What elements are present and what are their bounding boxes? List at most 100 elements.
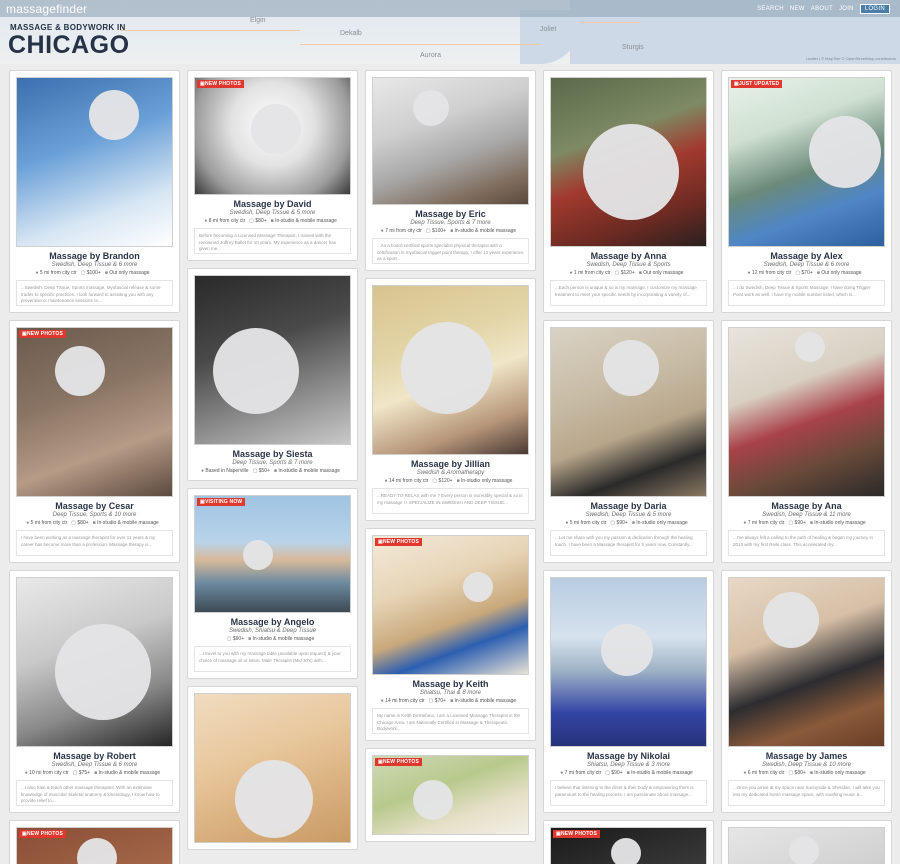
map-attribution[interactable]: Leaflet | © MapTiler © OpenStreetMap con… [805,56,896,61]
therapist-photo[interactable] [16,577,173,747]
therapist-photo[interactable] [16,77,173,247]
therapist-photo[interactable] [550,77,707,247]
service-type: In-studio only massage [636,520,688,526]
therapist-name[interactable]: Massage by Daria [590,501,667,511]
therapist-photo[interactable]: NEW PHOTOS [16,827,173,864]
nav-search[interactable]: SEARCH [757,6,784,12]
therapist-photo[interactable] [372,77,529,205]
service-type: Out only massage [109,270,150,276]
service-type: In-studio & mobile massage [454,698,517,704]
service-type: In-studio & mobile massage [631,770,693,776]
therapist-photo[interactable] [550,327,707,497]
listing-column-1: Massage by Brandon Swedish, Deep Tissue &… [9,70,180,864]
table-icon: ■ [638,270,644,276]
listing-card[interactable]: Massage by Nikolai Shiatsu, Deep Tissue &… [543,570,714,813]
therapist-photo[interactable] [194,275,351,445]
therapist-name[interactable]: Massage by Cesar [55,501,134,511]
face-blur-mask [789,836,819,864]
therapist-name[interactable]: Massage by Angelo [230,617,315,627]
therapist-photo[interactable]: NEW PHOTOS [372,755,529,835]
therapist-name[interactable]: Massage by Keith [412,679,489,689]
therapist-photo[interactable]: JUST UPDATED [728,77,885,247]
therapist-name[interactable]: Massage by Nikolai [586,751,671,761]
map-header[interactable]: Elgin Dekalb Aurora Joliet Sturgis massa… [0,0,900,64]
listing-card[interactable]: Massage by Ana Swedish, Deep Tissue & 11 … [721,320,892,563]
therapist-photo[interactable]: NEW PHOTOS [372,535,529,675]
therapist-photo[interactable]: VISITING NOW [194,495,351,613]
table-icon: ■ [450,228,455,234]
listing-card[interactable]: NEW PHOTOS [365,748,536,842]
site-logo[interactable]: massagefinder [6,2,88,16]
therapist-photo[interactable] [194,693,351,843]
listing-description: ...READY TO RELAX with me ? Every person… [372,488,529,514]
listing-card[interactable] [721,820,892,864]
listing-card[interactable]: Massage by Anna Swedish, Deep Tissue & Sp… [543,70,714,313]
listing-card[interactable]: NEW PHOTOS [9,820,180,864]
listing-card[interactable]: Massage by Robert Swedish, Deep Tissue & … [9,570,180,813]
table-icon: ■ [631,520,637,526]
listing-meta: ● 5 mi from city ctr ▢ $80+ ■ In-studio & … [16,520,173,526]
modalities: Swedish, Deep Tissue & 6 more [51,762,138,768]
therapist-name[interactable]: Massage by Robert [53,751,136,761]
table-icon: ■ [104,270,110,276]
therapist-name[interactable]: Massage by Anna [590,251,667,261]
pin-icon: ● [384,478,389,484]
therapist-photo[interactable] [728,327,885,497]
price: $90+ [794,520,806,526]
cash-icon: ▢ [249,218,256,224]
listing-card[interactable]: Massage by Brandon Swedish, Deep Tissue &… [9,70,180,313]
status-badge: NEW PHOTOS [197,80,245,88]
modalities: Swedish, Deep Tissue & Sports [586,262,671,268]
therapist-photo[interactable]: NEW PHOTOS [16,327,173,497]
therapist-name[interactable]: Massage by Eric [415,209,486,219]
price: $120+ [438,478,453,484]
nav-new[interactable]: NEW [789,6,805,12]
listing-card[interactable]: Massage by Jillian Swedish & Aromatherapy… [365,278,536,521]
location: 1 mi from city ctr [573,270,611,276]
listing-card[interactable]: Massage by Daria Swedish, Deep Tissue & 5… [543,320,714,563]
pin-icon: ● [24,770,30,776]
therapist-photo[interactable]: NEW PHOTOS [194,77,351,195]
cash-icon: ▢ [605,770,612,776]
face-blur-mask [601,624,653,676]
location: Based in Naperville [205,468,249,474]
listing-card[interactable]: Massage by Siesta Deep Tissue, Sports & 7… [187,268,358,481]
therapist-name[interactable]: Massage by Ana [771,501,842,511]
therapist-name[interactable]: Massage by Jillian [410,459,491,469]
modalities: Swedish, Deep Tissue & 6 more [763,262,850,268]
listing-card[interactable]: Massage by Eric Deep Tissue, Sports & 7 m… [365,70,536,271]
top-nav-bar: massagefinder SEARCH NEW ABOUT JOIN LOGI… [0,0,900,17]
therapist-name[interactable]: Massage by Brandon [49,251,140,261]
therapist-photo[interactable] [728,577,885,747]
therapist-photo[interactable] [728,827,885,864]
cash-icon: ▢ [610,520,617,526]
listing-card[interactable] [187,686,358,850]
therapist-photo[interactable] [372,285,529,455]
listing-card[interactable]: NEW PHOTOS [543,820,714,864]
listing-description: ...I've always felt a calling to the pat… [728,530,885,556]
cash-icon: ▢ [788,770,795,776]
therapist-name[interactable]: Massage by Siesta [232,449,313,459]
therapist-photo[interactable] [550,577,707,747]
listing-description: I believe that listening to the client &… [550,780,707,806]
service-type: In-studio & mobile massage [98,770,161,776]
nav-join[interactable]: JOIN [838,6,854,12]
therapist-name[interactable]: Massage by Alex [770,251,843,261]
therapist-photo[interactable]: NEW PHOTOS [550,827,707,864]
listing-description: ...I travel to you with my massage table… [194,646,351,672]
login-button[interactable]: LOGIN [859,4,890,14]
therapist-name[interactable]: Massage by David [233,199,312,209]
pin-icon: ● [560,770,565,776]
nav-about[interactable]: ABOUT [810,6,833,12]
therapist-name[interactable]: Massage by James [765,751,848,761]
modalities: Swedish, Shiatsu & Deep Tissue [229,628,316,634]
location: 7 mi from city ctr [385,228,422,234]
listing-card[interactable]: Massage by James Swedish, Deep Tissue & 1… [721,570,892,813]
modalities: Deep Tissue, Sports & 10 more [52,512,137,518]
map-road [120,30,300,31]
